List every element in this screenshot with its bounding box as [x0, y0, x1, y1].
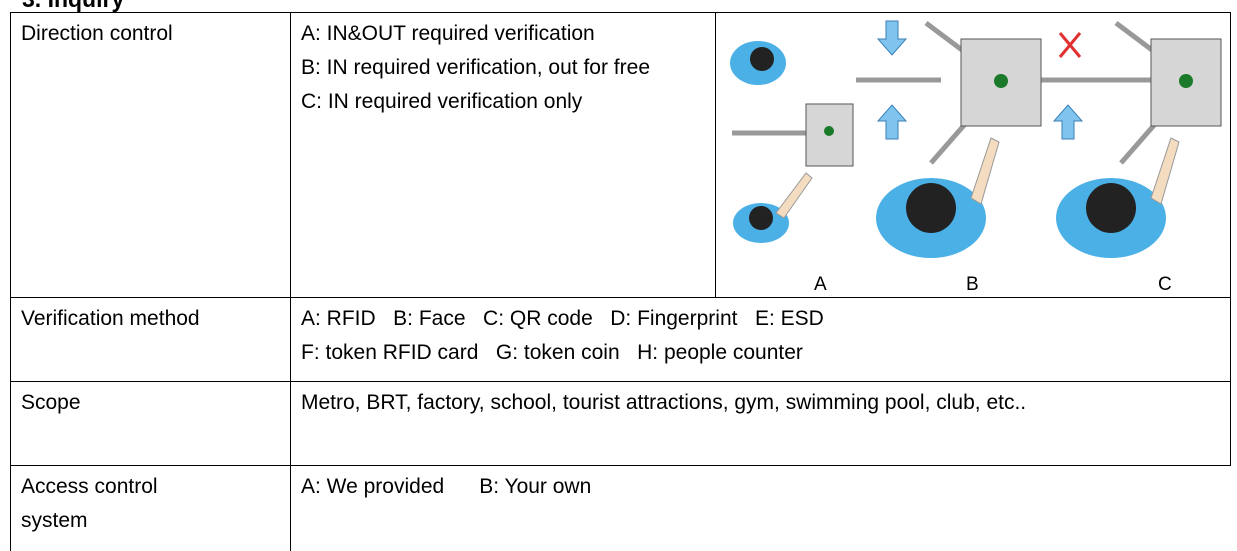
heading: 3. Inquiry [22, 0, 124, 13]
row-label: Access control system [21, 475, 158, 532]
border [10, 297, 1231, 298]
line: Metro, BRT, factory, school, tourist att… [301, 391, 1027, 414]
figure-label: C [1158, 274, 1172, 295]
figure-label: B [966, 274, 979, 295]
line: A: We provided B: Your own [301, 475, 592, 498]
line: A: RFID B: Face C: QR code D: Fingerprin… [301, 307, 824, 330]
border [10, 12, 1231, 13]
row-content: A: We provided B: Your own [291, 466, 1230, 504]
border [1230, 12, 1231, 466]
border [715, 12, 716, 297]
line: B: IN required verification, out for fre… [301, 56, 650, 79]
border [10, 465, 1231, 466]
row-content: A: RFID B: Face C: QR code D: Fingerprin… [291, 298, 1230, 370]
row-label: Direction control [21, 22, 173, 45]
line: F: token RFID card G: token coin H: peop… [301, 341, 803, 364]
figure-label: A [814, 274, 827, 295]
row-content: A: IN&OUT required verification B: IN re… [291, 13, 715, 119]
row-content: Metro, BRT, factory, school, tourist att… [291, 382, 1230, 420]
turnstile-figure: A B C [730, 20, 1222, 295]
row-label: Scope [21, 391, 81, 414]
line: A: IN&OUT required verification [301, 22, 595, 45]
border [290, 12, 291, 551]
border [10, 381, 1231, 382]
line: C: IN required verification only [301, 90, 583, 113]
border [10, 12, 11, 551]
row-label: Verification method [21, 307, 200, 330]
